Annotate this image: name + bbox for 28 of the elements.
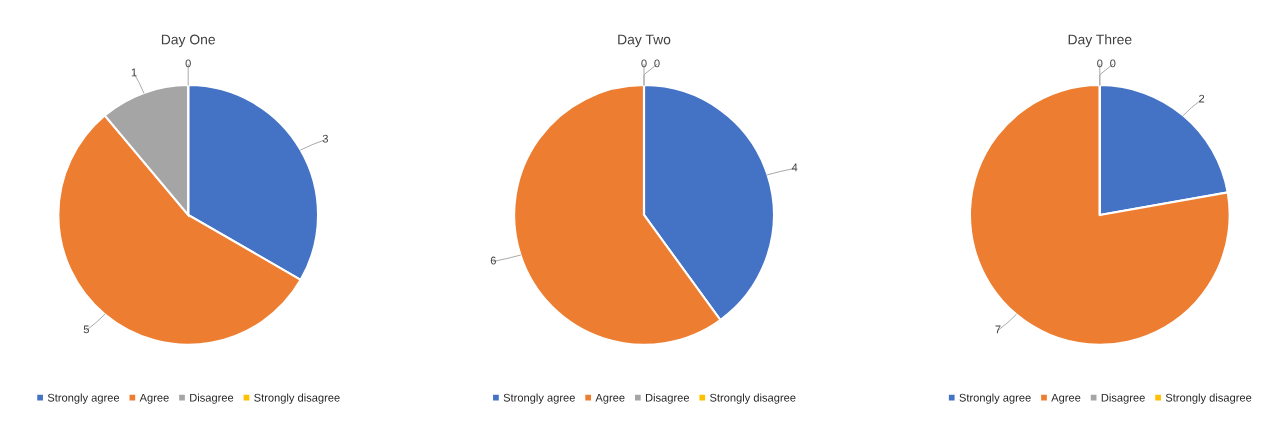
legend-label: Strongly agree	[47, 393, 120, 404]
chart-title: Day One	[161, 34, 215, 48]
legend-label: Strongly agree	[959, 393, 1031, 404]
legend-label: Strongly agree	[503, 393, 575, 404]
pie-slice	[968, 84, 1231, 346]
text: 0	[1097, 59, 1103, 68]
legend-label: Strongly disagree	[254, 393, 340, 404]
text: 0	[654, 59, 660, 68]
legend-label: Agree	[1051, 393, 1081, 404]
data-label: 3	[322, 134, 328, 143]
chart-title: Day Three	[1068, 34, 1132, 48]
data-label: 6	[490, 256, 496, 265]
legend-label: Agree	[139, 393, 169, 404]
data-label: 5	[83, 325, 89, 334]
text: 0	[185, 59, 191, 68]
text: 0	[1110, 59, 1116, 68]
chart-title: Day Two	[618, 34, 671, 48]
data-label: 4	[791, 163, 798, 172]
legend-label: Disagree	[1101, 393, 1145, 404]
data-label: 1	[131, 68, 137, 77]
data-label: 2	[1199, 94, 1205, 103]
legend-label: Agree	[595, 393, 625, 404]
text: 0	[641, 59, 647, 68]
data-label: 7	[995, 325, 1001, 334]
legend-label: Disagree	[645, 393, 690, 404]
legend-label: Strongly disagree	[710, 393, 796, 404]
legend-label: Disagree	[190, 393, 234, 404]
legend-label: Strongly disagree	[1165, 393, 1252, 404]
